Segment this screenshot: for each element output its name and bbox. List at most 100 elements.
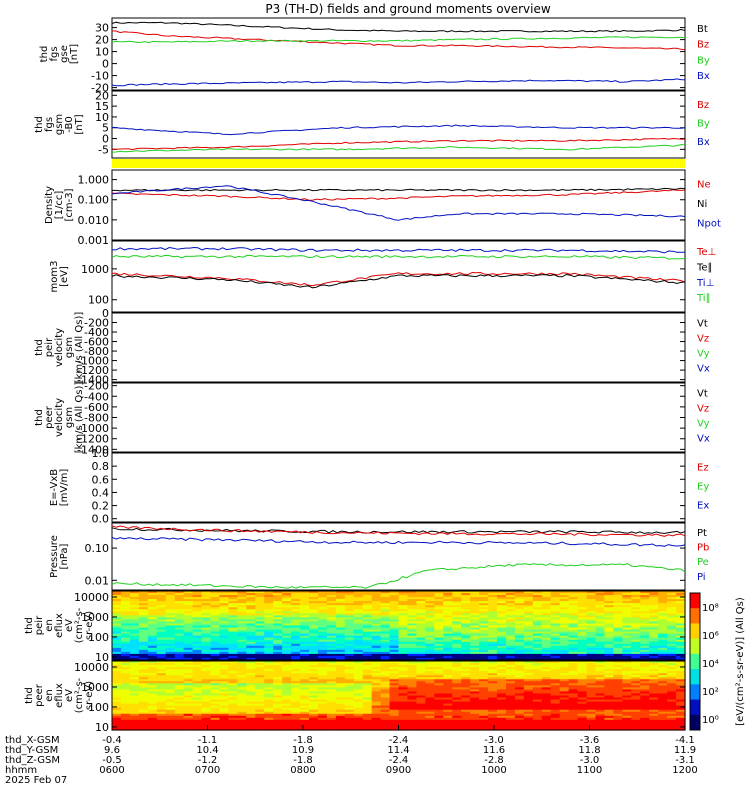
spectrogram-cell — [389, 611, 400, 614]
legend-entry: Vt — [697, 319, 708, 330]
spectrogram-cell — [667, 617, 677, 621]
spectrogram-cell — [335, 717, 346, 721]
spectrogram-cell — [201, 615, 212, 618]
spectrogram-cell — [541, 625, 552, 629]
spectrogram-cell — [631, 691, 641, 695]
spectrogram-cell — [667, 647, 677, 651]
spectrogram-cell — [658, 719, 668, 723]
spectrogram-cell — [291, 687, 301, 691]
spectrogram-cell — [649, 597, 659, 600]
spectrogram-cell — [434, 639, 444, 643]
spectrogram-cell — [461, 711, 471, 715]
spectrogram-cell — [165, 593, 176, 596]
spectrogram-cell — [219, 631, 229, 635]
spectrogram-cell — [353, 657, 364, 661]
spectrogram-cell — [246, 623, 256, 627]
spectrogram-cell — [308, 631, 319, 635]
y-tick-label: 10000 — [74, 661, 109, 674]
spectrogram-cell — [156, 595, 167, 598]
spectrogram-cell — [326, 715, 337, 719]
spectrogram-cell — [317, 677, 328, 680]
spectrogram-cell — [595, 633, 606, 637]
spectrogram-cell — [470, 603, 480, 606]
spectrogram-cell — [425, 591, 435, 594]
spectrogram-cell — [344, 683, 355, 686]
spectrogram-cell — [407, 603, 417, 606]
spectrogram-cell — [461, 679, 471, 682]
spectrogram-cell — [112, 623, 122, 627]
spectrogram-cell — [371, 691, 382, 695]
spectrogram-cell — [273, 683, 283, 686]
spectrogram-cell — [129, 663, 140, 666]
spectrogram-cell — [138, 681, 149, 684]
spectrogram-cell — [550, 695, 561, 699]
spectrogram-cell — [335, 683, 346, 686]
spectrogram-cell — [138, 653, 149, 657]
spectrogram-cell — [514, 719, 525, 723]
spectrogram-cell — [470, 727, 480, 731]
spectrogram-cell — [129, 681, 140, 684]
spectrogram-cell — [568, 637, 579, 641]
spectrogram-cell — [640, 681, 650, 684]
y-tick-label: 0.10 — [85, 542, 110, 555]
spectrogram-cell — [443, 597, 453, 600]
spectrogram-cell — [613, 607, 623, 610]
spectrogram-cell — [300, 607, 310, 610]
spectrogram-cell — [532, 607, 543, 610]
spectrogram-cell — [434, 641, 444, 645]
spectrogram-cell — [496, 685, 507, 688]
spectrogram-cell — [362, 605, 373, 608]
spectrogram-cell — [317, 613, 328, 616]
spectrogram-cell — [228, 651, 238, 655]
spectrogram-cell — [658, 673, 668, 676]
spectrogram-cell — [649, 679, 659, 682]
spectrogram-cell — [488, 677, 498, 680]
spectrogram-cell — [595, 689, 606, 693]
spectrogram-cell — [120, 643, 131, 647]
spectrogram-cell — [174, 679, 185, 682]
spectrogram-cell — [228, 629, 238, 633]
spectrogram-cell — [676, 599, 686, 602]
spectrogram-cell — [326, 693, 337, 697]
spectrogram-cell — [308, 649, 319, 653]
spectrogram-cell — [264, 649, 274, 653]
spectrogram-cell — [138, 593, 149, 596]
spectrogram-cell — [541, 675, 552, 678]
spectrogram-cell — [640, 621, 650, 625]
spectrogram-cell — [470, 645, 480, 649]
spectrogram-cell — [237, 665, 247, 668]
spectrogram-cell — [640, 689, 650, 693]
spectrogram-cell — [362, 613, 373, 616]
spectrogram-cell — [676, 667, 686, 670]
spectrogram-cell — [496, 723, 507, 727]
spectrogram-cell — [344, 667, 355, 670]
spectrogram-cell — [120, 683, 131, 686]
spectrogram-cell — [604, 623, 614, 627]
spectrogram-cell — [559, 627, 570, 631]
spectrogram-cell — [210, 631, 221, 635]
spectrogram-cell — [165, 641, 176, 645]
spectrogram-cell — [192, 615, 203, 618]
spectrogram-cell — [371, 631, 382, 635]
spectrogram-cell — [192, 727, 203, 731]
spectrogram-cell — [291, 675, 301, 678]
spectrogram-cell — [496, 665, 507, 668]
spectrogram-cell — [461, 647, 471, 651]
spectrogram-cell — [604, 669, 614, 672]
spectrogram-cell — [425, 593, 435, 596]
spectrogram-cell — [640, 635, 650, 639]
spectrogram-cell — [183, 595, 194, 598]
spectrogram-cell — [371, 727, 382, 731]
spectrogram-cell — [479, 703, 489, 707]
spectrogram-cell — [255, 673, 265, 676]
spectrogram-cell — [192, 595, 203, 598]
spectrogram-cell — [308, 667, 319, 670]
spectrogram-cell — [595, 647, 606, 651]
spectrogram-cell — [326, 681, 337, 684]
spectrogram-cell — [120, 727, 131, 731]
spectrogram-cell — [470, 639, 480, 643]
spectrogram-cell — [219, 657, 229, 661]
spectrogram-cell — [505, 697, 516, 701]
spectrogram-cell — [147, 685, 158, 688]
spectrogram-cell — [416, 645, 426, 649]
